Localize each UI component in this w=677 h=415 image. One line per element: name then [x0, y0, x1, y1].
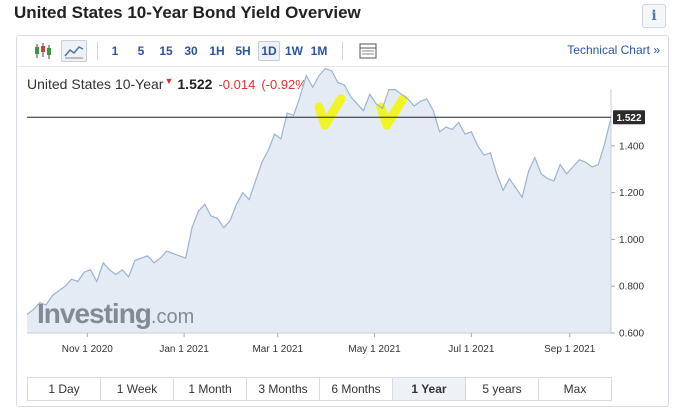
last-price-badge-label: 1.522 — [616, 113, 641, 124]
timeframe-1[interactable]: 1 — [111, 44, 119, 58]
x-tick-label: Nov 1 2020 — [62, 344, 114, 355]
y-tick-label: 0.600 — [619, 329, 644, 340]
page-title: United States 10-Year Bond Yield Overvie… — [14, 3, 361, 22]
range-1-day[interactable]: 1 Day — [28, 378, 101, 400]
timeframe-1d[interactable]: 1D — [258, 41, 280, 61]
x-tick-label: Mar 1 2021 — [252, 344, 303, 355]
toolbar-separator — [97, 42, 98, 60]
range-5-years[interactable]: 5 years — [466, 378, 539, 400]
y-tick-label: 0.800 — [619, 282, 644, 293]
timeframe-5h[interactable]: 5H — [235, 44, 251, 58]
chart-widget: 1 5 15 30 1H 5H 1D 1W 1M Technical Chart… — [16, 35, 669, 407]
timeframe-5[interactable]: 5 — [137, 44, 145, 58]
candlestick-icon[interactable] — [31, 41, 55, 61]
price-change: -0.014 — [218, 77, 256, 92]
y-tick-label: 1.200 — [619, 188, 644, 199]
series-line — [26, 67, 612, 315]
down-arrow-icon: ▼ — [164, 76, 174, 86]
quote-header: United States 10-Year▼ 1.522 -0.014 (-0.92%… — [27, 76, 311, 92]
timeframe-30[interactable]: 30 — [184, 44, 198, 58]
last-price: 1.522 — [177, 76, 213, 92]
range-1-week[interactable]: 1 Week — [101, 378, 174, 400]
range-selector: 1 Day 1 Week 1 Month 3 Months 6 Months 1… — [27, 377, 612, 401]
chart-toolbar: 1 5 15 30 1H 5H 1D 1W 1M Technical Chart… — [17, 36, 668, 67]
range-max[interactable]: Max — [539, 378, 611, 400]
instrument-name: United States 10-Year — [27, 76, 164, 92]
x-tick-label: May 1 2021 — [348, 344, 401, 355]
x-tick-label: Jan 1 2021 — [159, 344, 209, 355]
highlight-annotation-1 — [314, 94, 346, 130]
y-tick-label: 1.400 — [619, 141, 644, 152]
last-price-badge — [613, 110, 645, 125]
price-change-percent: (-0.92%) — [261, 77, 312, 92]
technical-chart-link[interactable]: Technical Chart » — [567, 43, 660, 57]
x-tick-label: Sep 1 2021 — [544, 344, 596, 355]
info-icon[interactable]: i — [642, 4, 666, 28]
timeframe-1h[interactable]: 1H — [209, 44, 225, 58]
highlight-annotation-2 — [376, 94, 408, 130]
y-tick-label: 1.000 — [619, 235, 644, 246]
timeframe-1w[interactable]: 1W — [285, 44, 303, 58]
yield-chart[interactable]: 1.522 Nov 1 2020 Jan 1 2021 Mar 1 2021 May … — [17, 36, 668, 376]
range-1-year[interactable]: 1 Year — [393, 378, 466, 400]
timeframe-15[interactable]: 15 — [159, 44, 173, 58]
investing-logo: Investing.com — [37, 298, 195, 329]
range-1-month[interactable]: 1 Month — [174, 378, 247, 400]
table-view-icon[interactable] — [356, 41, 380, 61]
area-chart-icon[interactable] — [61, 40, 87, 62]
timeframe-1m[interactable]: 1M — [310, 44, 328, 58]
toolbar-separator — [342, 42, 343, 60]
x-tick-label: Jul 1 2021 — [448, 344, 495, 355]
range-3-months[interactable]: 3 Months — [247, 378, 320, 400]
range-6-months[interactable]: 6 Months — [320, 378, 393, 400]
